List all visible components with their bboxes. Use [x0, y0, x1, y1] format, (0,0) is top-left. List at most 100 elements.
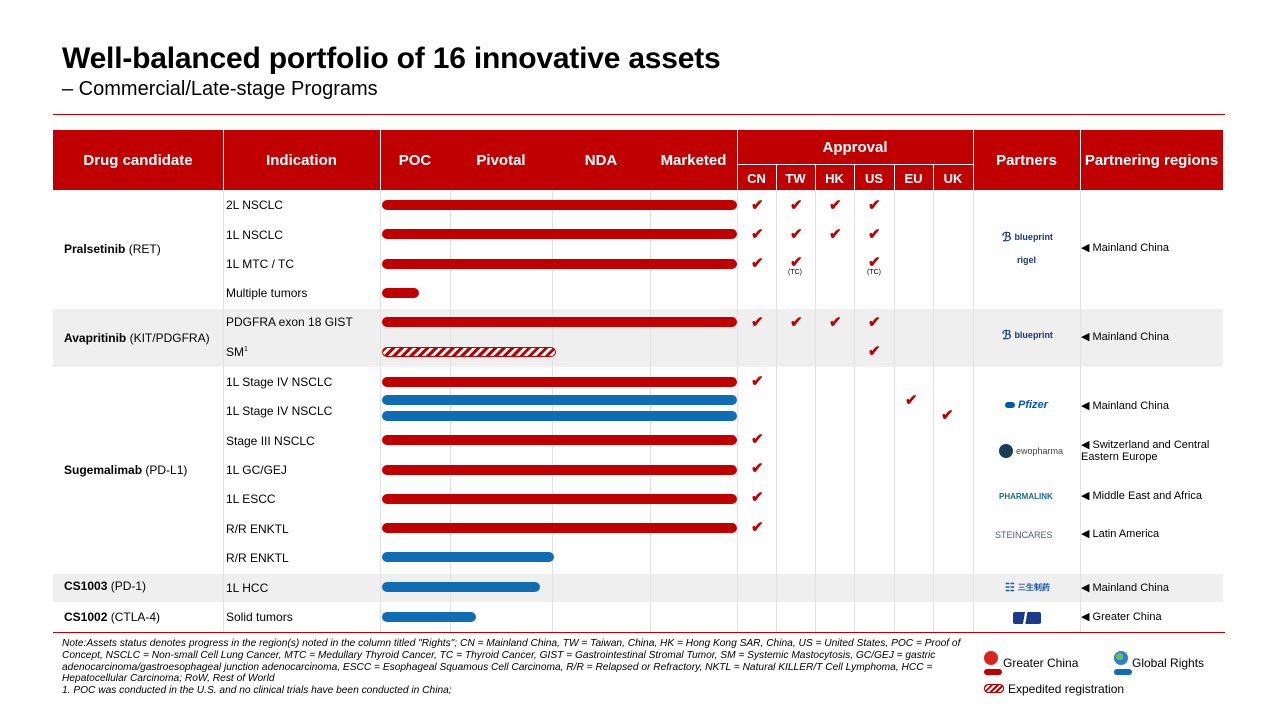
partnering-region: ◀ Middle East and Africa — [1081, 490, 1202, 502]
indication-label: 1L GC/GEJ — [226, 463, 287, 477]
partnering-region: ◀ Switzerland and Central Eastern Europe — [1081, 439, 1210, 463]
ewopharma-logo-icon: ewopharma — [999, 444, 1063, 458]
progress-bar-greater-china — [382, 435, 737, 445]
progress-bar-greater-china — [382, 229, 737, 239]
partnering-region: ◀ Mainland China — [1081, 242, 1169, 254]
header-separator — [815, 165, 816, 190]
title-divider — [53, 114, 1225, 115]
header-separator — [973, 130, 974, 190]
grid-line — [1080, 190, 1081, 632]
grid-line — [973, 190, 974, 632]
indication-label: 1L Stage IV NSCLC — [226, 404, 333, 418]
approval-check-icon: ✔ — [751, 460, 764, 477]
approval-check-icon: ✔ — [751, 489, 764, 506]
drug-name-avapritinib: Avapritinib (KIT/PDGFRA) — [64, 331, 210, 345]
progress-bar-greater-china — [382, 523, 737, 533]
legend-red-bar-icon — [984, 669, 1002, 675]
indication-label: Multiple tumors — [226, 286, 308, 300]
approval-check-icon: ✔ — [868, 197, 881, 214]
header-partners: Partners — [996, 151, 1057, 169]
partnering-region: ◀ Latin America — [1081, 528, 1160, 540]
legend-blue-bar-icon — [1114, 669, 1132, 675]
header-separator — [223, 130, 224, 190]
drug-name-sugemalimab: Sugemalimab (PD-L1) — [64, 463, 188, 477]
approval-check-icon: ✔ — [790, 197, 803, 214]
grid-line — [776, 190, 777, 632]
header-separator — [776, 165, 777, 190]
tc-note: (TC) — [788, 269, 802, 276]
rigel-logo-icon: rigel — [1017, 255, 1037, 265]
grid-line — [894, 190, 895, 632]
header-partnering-regions: Partnering regions — [1084, 151, 1219, 169]
header-separator — [380, 130, 381, 190]
header-separator — [737, 164, 973, 165]
partnering-region: ◀ Mainland China — [1081, 582, 1169, 594]
globe-icon — [1114, 651, 1128, 665]
drug-name-pralsetinib: Pralsetinib (RET) — [64, 242, 161, 256]
header-approval: Approval — [822, 138, 888, 156]
approval-check-icon: ✔ — [790, 254, 803, 271]
progress-bar-greater-china — [382, 317, 737, 327]
header-separator — [737, 130, 738, 190]
steincares-logo-icon: STEINCARES — [995, 530, 1053, 540]
progress-bar-greater-china — [382, 465, 737, 475]
cs1002-partner-logo-icon — [1013, 612, 1041, 624]
header-region-eu: EU — [904, 170, 923, 186]
indication-label: 1L HCC — [226, 581, 269, 595]
progress-bar-greater-china — [382, 200, 737, 210]
approval-check-icon: ✔ — [941, 407, 954, 424]
header-region-uk: UK — [943, 170, 963, 186]
header-separator — [854, 165, 855, 190]
footnote-block: Note:Assets status denotes progress in t… — [62, 638, 977, 697]
legend-hatched-bar-icon — [984, 684, 1004, 693]
grid-line — [223, 190, 224, 632]
header-region-cn: CN — [747, 170, 766, 186]
header-separator — [1080, 130, 1081, 190]
partnering-region: ◀ Greater China — [1081, 611, 1162, 623]
legend-expedited-label: Expedited registration — [1008, 682, 1125, 696]
approval-check-icon: ✔ — [829, 197, 842, 214]
grid-line — [737, 190, 738, 632]
header-separator — [933, 165, 934, 190]
approval-check-icon: ✔ — [751, 431, 764, 448]
pfizer-logo-icon: Pfizer — [1005, 399, 1048, 411]
abbreviations-note: Note:Assets status denotes progress in t… — [62, 638, 961, 685]
header-region-us: US — [864, 170, 884, 186]
indication-label: R/R ENKTL — [226, 551, 289, 565]
indication-label: 1L MTC / TC — [226, 257, 295, 271]
indication-label: R/R ENKTL — [226, 522, 289, 536]
progress-bar-greater-china — [382, 288, 419, 298]
indication-label: SM1 — [226, 345, 248, 359]
approval-check-icon: ✔ — [790, 314, 803, 331]
pharmalink-logo-icon: PHARMALINK — [999, 492, 1053, 501]
approval-check-icon: ✔ — [868, 314, 881, 331]
indication-label: PDGFRA exon 18 GIST — [226, 315, 353, 329]
partnering-region: ◀ Mainland China — [1081, 331, 1169, 343]
row-separator — [53, 367, 1223, 368]
indication-label: 1L Stage IV NSCLC — [226, 375, 333, 389]
progress-bar-global — [382, 395, 737, 405]
indication-label: Solid tumors — [226, 610, 293, 624]
progress-bar-global — [382, 612, 476, 622]
drug-name-cs1002: CS1002 (CTLA-4) — [64, 610, 161, 624]
grid-line — [815, 190, 816, 632]
indication-label: 1L ESCC — [226, 492, 276, 506]
approval-check-icon: ✔ — [868, 226, 881, 243]
approval-check-icon: ✔ — [751, 197, 764, 214]
footnote-1: 1. POC was conducted in the U.S. and no … — [62, 685, 452, 697]
grid-line — [933, 190, 934, 632]
approval-check-icon: ✔ — [751, 373, 764, 390]
approval-check-icon: ✔ — [868, 254, 881, 271]
approval-check-icon: ✔ — [790, 226, 803, 243]
progress-bar-expedited — [382, 347, 556, 357]
approval-check-icon: ✔ — [751, 226, 764, 243]
progress-bar-global — [382, 582, 540, 592]
progress-bar-greater-china — [382, 377, 737, 387]
header-region-hk: HK — [825, 170, 844, 186]
approval-check-icon: ✔ — [905, 392, 918, 409]
row-band-cs1003 — [53, 573, 1223, 602]
drug-name-cs1003: CS1003 (PD-1) — [64, 579, 147, 593]
approval-check-icon: ✔ — [829, 226, 842, 243]
